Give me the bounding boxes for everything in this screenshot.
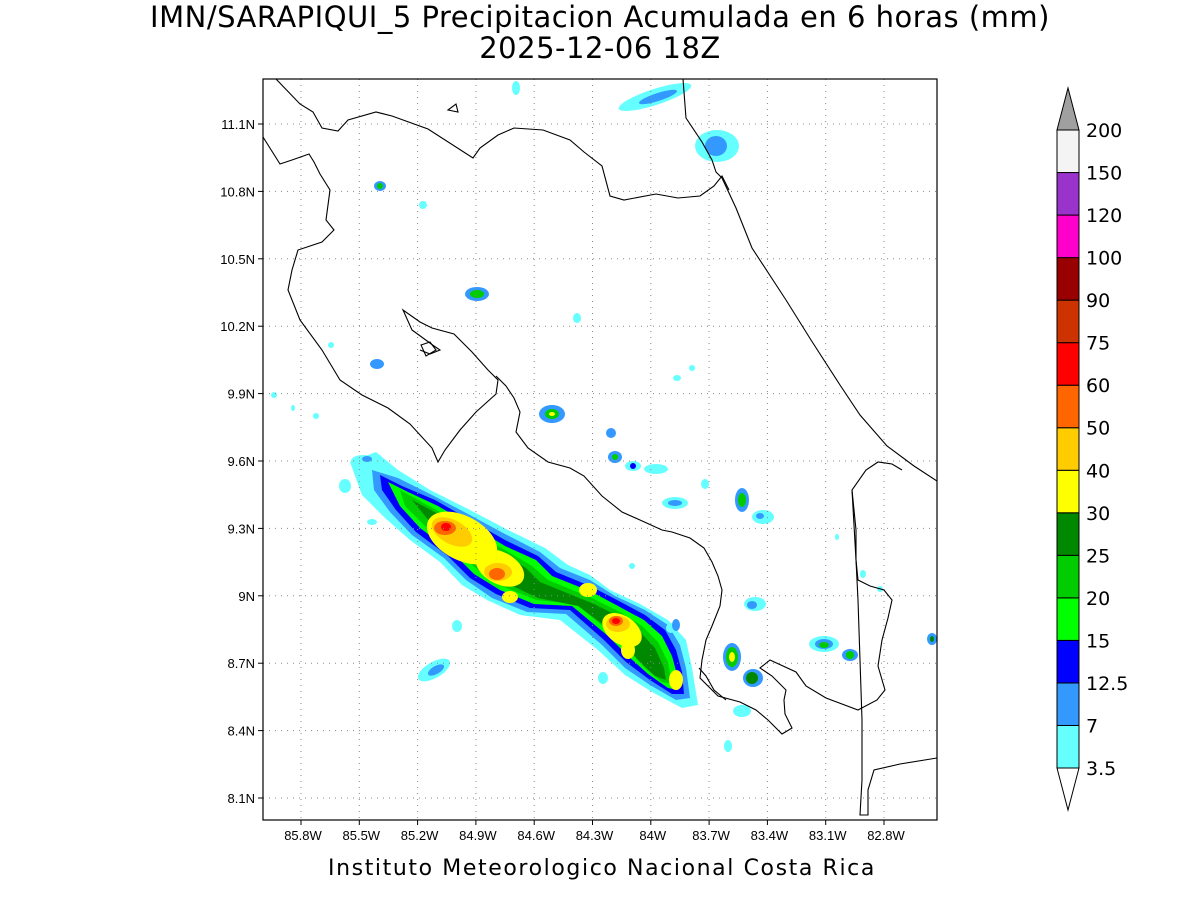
axis-ticks (258, 123, 885, 825)
osa-pen (698, 667, 727, 701)
colorbar-swatch (1056, 214, 1080, 259)
colorbar-level-label: 50 (1086, 418, 1110, 440)
colorbar-swatch (1056, 512, 1080, 556)
map-grid (263, 79, 937, 820)
lon-label: 84.9W (459, 828, 497, 843)
colorbar-legend: 3.5 7 12.5 15 20 25 30 40 50 60 75 90 100 120 150 200 (1056, 86, 1128, 812)
colorbar-level-label: 150 (1086, 163, 1122, 185)
colorbar-level-label: 120 (1086, 205, 1122, 227)
lat-label: 9.3N (228, 521, 255, 536)
colorbar-swatch (1056, 682, 1080, 726)
colorbar-over-arrow (1056, 86, 1080, 131)
precipitation-field (271, 81, 937, 752)
colorbar-swatch (1056, 299, 1080, 344)
lat-label: 8.7N (228, 656, 255, 671)
colorbar-level-label: 12.5 (1086, 673, 1128, 695)
lon-label: 84W (639, 828, 666, 843)
colorbar-level-label: 40 (1086, 460, 1110, 482)
precip-scattered-cells (271, 81, 937, 752)
precip-core-60a (441, 523, 451, 531)
colorbar-level-label: 15 (1086, 630, 1110, 652)
colorbar-level-label: 60 (1086, 375, 1110, 397)
colorbar-level-label: 90 (1086, 290, 1110, 312)
colorbar-swatch (1056, 257, 1080, 301)
lon-label: 83.1W (809, 828, 847, 843)
title-line-1: IMN/SARAPIQUI_5 Precipitacion Acumulada … (150, 0, 1050, 34)
precip-core-30d (669, 670, 683, 690)
lon-label: 83.4W (751, 828, 789, 843)
lat-label: 8.1N (228, 791, 255, 806)
colorbar-swatch (1056, 129, 1080, 174)
lon-label: 84.3W (576, 828, 614, 843)
colorbar-level-label: 25 (1086, 545, 1110, 567)
colorbar-level-label: 20 (1086, 588, 1110, 610)
colorbar-level-label: 3.5 (1086, 758, 1116, 780)
lon-label: 82.8W (867, 828, 905, 843)
precip-core-30e (502, 591, 518, 603)
longitude-labels: 85.8W 85.5W 85.2W 84.9W 84.6W 84.3W 84W 83.7W 83… (284, 828, 905, 843)
precip-core-30g (621, 641, 635, 659)
colorbar-swatch (1056, 554, 1080, 599)
lat-label: 9.6N (228, 454, 255, 469)
lat-label: 10.2N (220, 319, 255, 334)
colorbar-swatch (1056, 597, 1080, 641)
lon-label: 84.6W (517, 828, 555, 843)
border-panama (851, 489, 937, 816)
lon-label: 85.8W (284, 828, 322, 843)
lon-label: 85.2W (401, 828, 439, 843)
lat-label: 9.9N (228, 387, 255, 402)
colorbar-under-arrow (1056, 767, 1080, 812)
lon-label: 85.5W (343, 828, 381, 843)
coast-caribbean (682, 79, 937, 482)
colorbar-swatch (1056, 384, 1080, 429)
border-nicaragua (275, 79, 730, 201)
title-line-2: 2025-12-06 18Z (479, 31, 721, 65)
precip-core-30f (579, 583, 597, 597)
lat-label: 10.5N (220, 252, 255, 267)
colorbar-level-label: 200 (1086, 120, 1122, 142)
precip-core-50b (489, 568, 505, 580)
map-title: IMN/SARAPIQUI_5 Precipitacion Acumulada … (0, 2, 1200, 64)
lat-label: 9N (238, 589, 255, 604)
colorbar-swatch (1056, 469, 1080, 514)
lat-label: 8.4N (228, 724, 255, 739)
coastlines-and-borders (263, 79, 937, 816)
colorbar-swatch (1056, 427, 1080, 471)
small-island (446, 103, 459, 113)
colorbar-level-label: 7 (1086, 715, 1098, 737)
colorbar-swatch (1056, 639, 1080, 684)
colorbar-level-label: 30 (1086, 503, 1110, 525)
small-island-2 (420, 341, 437, 357)
precip-core-60b (612, 618, 620, 624)
colorbar-swatch (1056, 342, 1080, 386)
lat-label: 10.8N (220, 184, 255, 199)
colorbar-swatch (1056, 172, 1080, 216)
map-footer: Instituto Meteorologico Nacional Costa R… (328, 856, 876, 881)
lat-label: 11.1N (221, 117, 255, 132)
colorbar-swatch (1056, 724, 1080, 769)
colorbar-level-label: 100 (1086, 248, 1122, 270)
map-frame (262, 78, 938, 821)
latitude-labels: 11.1N 10.8N 10.5N 10.2N 9.9N 9.6N 9.3N 9N 8.7N 8.… (220, 117, 255, 806)
coast-pacific-north (263, 136, 499, 464)
lon-label: 83.7W (692, 828, 730, 843)
nicoya-gulf-coast (495, 375, 903, 735)
colorbar-level-label: 75 (1086, 333, 1110, 355)
